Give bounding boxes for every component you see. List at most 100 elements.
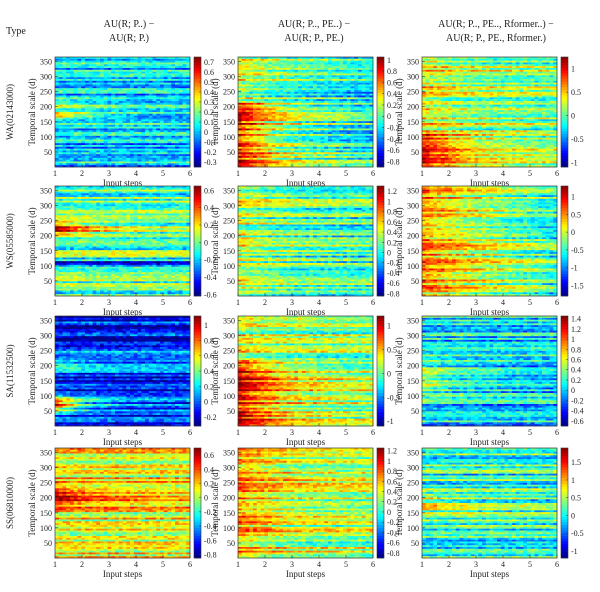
heatmap-cell <box>264 145 269 148</box>
heatmap-cell <box>118 132 123 135</box>
heatmap-cell <box>85 102 90 105</box>
heatmap-cell <box>70 150 75 153</box>
heatmap-cell <box>482 71 487 74</box>
heatmap-cell <box>92 62 97 65</box>
heatmap-cell <box>245 102 250 105</box>
heatmap-cell <box>455 73 460 76</box>
heatmap-cell <box>271 115 276 118</box>
heatmap-cell <box>182 90 187 93</box>
heatmap-cell <box>81 66 86 69</box>
heatmap-cell <box>279 58 284 61</box>
heatmap-cell <box>301 157 306 160</box>
heatmap-cell <box>171 64 176 67</box>
heatmap-cell <box>73 163 78 166</box>
heatmap-cell <box>283 62 288 65</box>
heatmap-cell <box>268 150 273 153</box>
heatmap-cell <box>115 101 120 104</box>
heatmap-cell <box>178 157 183 160</box>
heatmap-cell <box>369 126 374 129</box>
heatmap-cell <box>553 75 558 78</box>
heatmap-cell <box>137 90 142 93</box>
heatmap-cell <box>294 93 299 96</box>
heatmap-cell <box>100 69 105 72</box>
heatmap-cell <box>58 137 63 140</box>
heatmap-cell <box>77 113 82 116</box>
heatmap-cell <box>425 66 430 69</box>
heatmap-cell <box>245 64 250 67</box>
heatmap-cell <box>455 60 460 63</box>
heatmap-cell <box>107 134 112 137</box>
heatmap-cell <box>369 123 374 126</box>
heatmap-cell <box>316 135 321 138</box>
heatmap-cell <box>66 62 71 65</box>
heatmap-cell <box>369 141 374 144</box>
heatmap-cell <box>122 121 127 124</box>
heatmap-cell <box>268 106 273 109</box>
heatmap-cell <box>253 152 258 155</box>
colorbar-segment <box>377 106 384 110</box>
heatmap-cell <box>100 123 105 126</box>
heatmap-cell <box>493 62 498 65</box>
heatmap-cell <box>335 93 340 96</box>
heatmap-cell <box>245 71 250 74</box>
heatmap-cell <box>111 106 116 109</box>
heatmap-cell <box>245 66 250 69</box>
heatmap-cell <box>369 71 374 74</box>
heatmap-cell <box>62 150 67 153</box>
heatmap-cell <box>286 82 291 85</box>
heatmap-cell <box>148 117 153 120</box>
heatmap-cell <box>290 68 295 71</box>
heatmap-cell <box>88 64 93 67</box>
heatmap-cell <box>130 75 135 78</box>
heatmap-cell <box>175 113 180 116</box>
heatmap-cell <box>279 60 284 63</box>
heatmap-cell <box>497 79 502 82</box>
heatmap-cell <box>96 126 101 129</box>
colorbar-segment <box>194 62 201 66</box>
heatmap-cell <box>365 66 370 69</box>
heatmap-cell <box>130 93 135 96</box>
heatmap-cell <box>290 60 295 63</box>
heatmap-cell <box>309 84 314 87</box>
heatmap-cell <box>85 106 90 109</box>
heatmap-cell <box>369 165 374 168</box>
heatmap-cell <box>249 159 254 162</box>
heatmap-cell <box>294 134 299 137</box>
heatmap-cell <box>167 143 172 146</box>
heatmap-cell <box>241 159 246 162</box>
heatmap-cell <box>186 117 191 120</box>
heatmap-cell <box>55 112 60 115</box>
colorbar-segment <box>194 142 201 146</box>
heatmap-cell <box>365 112 370 115</box>
heatmap-cell <box>141 115 146 118</box>
heatmap-cell <box>73 66 78 69</box>
heatmap-cell <box>320 141 325 144</box>
heatmap-cell <box>111 110 116 113</box>
heatmap-cell <box>92 80 97 83</box>
heatmap-cell <box>107 130 112 133</box>
heatmap-cell <box>66 156 71 159</box>
heatmap-cell <box>88 154 93 157</box>
heatmap-cell <box>245 137 250 140</box>
heatmap-cell <box>343 73 348 76</box>
heatmap-cell <box>271 80 276 83</box>
heatmap-cell <box>324 93 329 96</box>
heatmap-cell <box>62 80 67 83</box>
heatmap-cell <box>283 130 288 133</box>
heatmap-cell <box>62 119 67 122</box>
heatmap-cell <box>253 91 258 94</box>
heatmap-cell <box>433 66 438 69</box>
heatmap-cell <box>275 143 280 146</box>
heatmap-cell <box>88 139 93 142</box>
heatmap-cell <box>145 97 150 100</box>
heatmap-cell <box>96 82 101 85</box>
heatmap-cell <box>343 150 348 153</box>
heatmap-cell <box>245 156 250 159</box>
heatmap-cell <box>175 60 180 63</box>
heatmap-cell <box>361 134 366 137</box>
heatmap-cell <box>271 139 276 142</box>
heatmap-cell <box>339 141 344 144</box>
heatmap-cell <box>350 163 355 166</box>
heatmap-cell <box>316 79 321 82</box>
heatmap-cell <box>268 130 273 133</box>
